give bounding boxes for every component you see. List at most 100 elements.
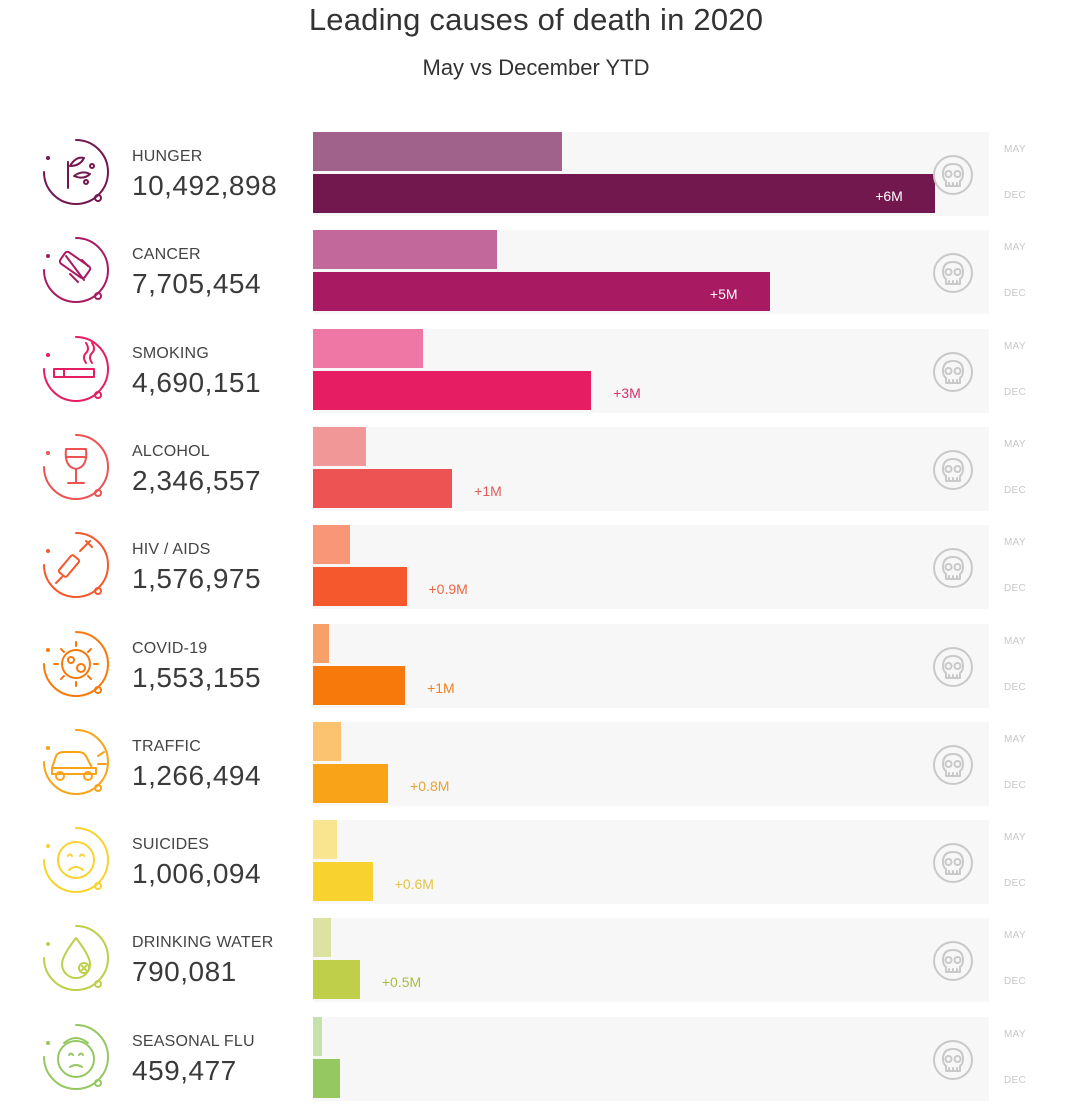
dec-label: DEC	[1004, 386, 1027, 398]
may-label: MAY	[1004, 832, 1026, 844]
car-crash-icon	[40, 726, 112, 798]
dec-bar	[313, 567, 407, 607]
death-count: 10,492,898	[132, 170, 278, 201]
death-count: 1,576,975	[132, 563, 262, 595]
may-bar	[313, 230, 497, 270]
may-label: MAY	[1004, 242, 1026, 254]
dec-label: DEC	[1004, 878, 1027, 890]
delta-label: +1M	[427, 679, 455, 696]
cause-label: ALCOHOL	[132, 442, 210, 460]
wine-glass-icon	[40, 431, 112, 503]
pills-icon	[40, 234, 112, 306]
delta-label: +0.9M	[428, 581, 468, 598]
skull-icon	[932, 744, 974, 786]
may-label: MAY	[1004, 144, 1026, 155]
may-bar	[313, 820, 337, 860]
dec-label: DEC	[1004, 779, 1027, 791]
dec-label: DEC	[1004, 484, 1027, 496]
bar-track	[313, 820, 989, 905]
dec-bar	[313, 272, 770, 312]
may-label: MAY	[1004, 930, 1026, 942]
flu-face-icon	[40, 1021, 112, 1093]
skull-icon	[932, 940, 974, 982]
dec-label: DEC	[1004, 583, 1027, 595]
cause-label: SUICIDES	[132, 836, 210, 854]
cause-row: TRAFFIC 1,266,494 +0.8M MAY DEC	[0, 721, 1072, 820]
cause-row: SEASONAL FLU 459,477 MAY DEC	[0, 1016, 1072, 1115]
bar-track	[313, 721, 989, 806]
death-count: 459,477	[132, 1054, 237, 1086]
may-label: MAY	[1004, 733, 1026, 745]
cause-row: SMOKING 4,690,151 +3M MAY DEC	[0, 328, 1072, 427]
may-bar	[313, 132, 563, 171]
dec-bar	[313, 468, 453, 508]
cause-label: TRAFFIC	[132, 737, 201, 755]
cause-label: DRINKING WATER	[132, 934, 274, 952]
bar-track	[313, 525, 989, 610]
death-count: 1,006,094	[132, 858, 262, 890]
death-count: 7,705,454	[132, 268, 262, 300]
dec-bar	[313, 1058, 341, 1098]
dec-label: DEC	[1004, 681, 1027, 693]
virus-icon	[40, 628, 112, 700]
cause-row: HIV / AIDS 1,576,975 +0.9M MAY DEC	[0, 525, 1072, 623]
cause-row: ALCOHOL 2,346,557 +1M MAY DEC	[0, 426, 1072, 525]
delta-label: +0.8M	[410, 777, 450, 794]
wheat-icon	[40, 136, 112, 208]
dec-bar	[313, 960, 360, 1000]
chart-rows: HUNGER 10,492,898 +6M MAY DEC CANCER 7,705,454…	[0, 132, 1072, 1098]
death-count: 2,346,557	[132, 464, 262, 496]
skull-icon	[932, 646, 974, 688]
dec-label: DEC	[1004, 1074, 1027, 1086]
delta-label: +1M	[474, 482, 502, 499]
delta-label: +5M	[709, 286, 738, 303]
may-bar	[313, 623, 329, 663]
dec-bar	[313, 665, 406, 705]
skull-icon	[932, 449, 974, 491]
dec-label: DEC	[1004, 976, 1027, 988]
may-label: MAY	[1004, 635, 1026, 647]
cause-label: SMOKING	[132, 344, 209, 362]
may-bar	[313, 721, 341, 761]
cause-row: COVID-19 1,553,155 +1M MAY DEC	[0, 623, 1072, 722]
sad-face-icon	[40, 824, 112, 896]
cause-label: HIV / AIDS	[132, 541, 211, 559]
cause-label: SEASONAL FLU	[132, 1032, 255, 1050]
dec-bar	[313, 174, 936, 213]
bar-track	[313, 1016, 989, 1101]
bar-track	[313, 918, 989, 1003]
may-label: MAY	[1004, 537, 1026, 549]
delta-label: +6M	[875, 188, 903, 204]
may-bar	[313, 426, 367, 466]
cause-row: DRINKING WATER 790,081 +0.5M MAY DEC	[0, 918, 1072, 1016]
cigarette-icon	[40, 333, 112, 405]
skull-icon	[932, 351, 974, 393]
cause-row: HUNGER 10,492,898 +6M MAY DEC	[0, 132, 1072, 230]
chart-title: Leading causes of death in 2020	[308, 2, 764, 37]
delta-label: +0.6M	[394, 876, 434, 893]
skull-icon	[932, 547, 974, 589]
dec-bar	[313, 862, 373, 902]
death-count: 790,081	[132, 956, 237, 988]
death-count: 4,690,151	[132, 366, 262, 398]
may-bar	[313, 1016, 323, 1056]
water-drop-icon	[40, 922, 112, 994]
dec-bar	[313, 370, 592, 410]
may-bar	[313, 525, 350, 565]
delta-label: +0.5M	[381, 974, 422, 991]
cause-row: SUICIDES 1,006,094 +0.6M MAY DEC	[0, 820, 1072, 918]
chart-subtitle: May vs December YTD	[422, 55, 650, 80]
skull-icon	[932, 1039, 974, 1081]
may-label: MAY	[1004, 438, 1026, 450]
dec-label: DEC	[1004, 288, 1027, 300]
cause-label: HUNGER	[132, 148, 203, 165]
death-count: 1,266,494	[132, 759, 262, 791]
may-label: MAY	[1004, 1028, 1026, 1040]
may-bar	[313, 918, 331, 958]
cause-row: CANCER 7,705,454 +5M MAY DEC	[0, 230, 1072, 328]
bar-track	[313, 623, 989, 708]
death-count: 1,553,155	[132, 661, 262, 693]
cause-label: CANCER	[132, 246, 201, 264]
skull-icon	[932, 842, 974, 884]
dec-label: DEC	[1004, 190, 1027, 201]
